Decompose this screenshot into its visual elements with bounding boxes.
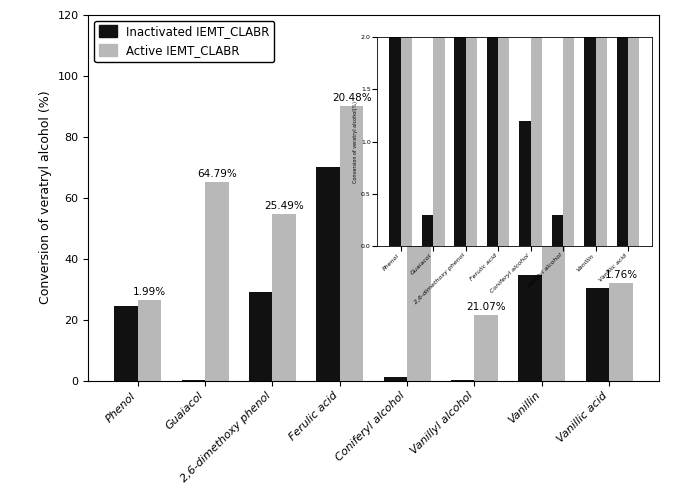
Legend: Inactivated IEMT_CLABR, Active IEMT_CLABR: Inactivated IEMT_CLABR, Active IEMT_CLAB… xyxy=(94,20,274,62)
Text: 27.04%: 27.04% xyxy=(534,179,573,188)
Bar xyxy=(407,80,430,381)
Bar xyxy=(454,37,466,246)
Text: 21.07%: 21.07% xyxy=(466,302,506,312)
Bar xyxy=(542,191,566,381)
Bar xyxy=(384,377,407,381)
Bar xyxy=(563,37,574,246)
Text: 64.79%: 64.79% xyxy=(197,169,237,180)
Bar xyxy=(530,37,542,246)
Bar xyxy=(272,214,296,381)
Bar xyxy=(498,37,509,246)
Text: 25.49%: 25.49% xyxy=(264,202,304,211)
Bar xyxy=(205,183,229,381)
Bar xyxy=(249,292,272,381)
Bar xyxy=(466,37,477,246)
Bar xyxy=(609,283,633,381)
Bar xyxy=(617,37,628,246)
Bar xyxy=(433,37,445,246)
Text: 20.48%: 20.48% xyxy=(332,93,371,103)
Bar xyxy=(114,306,138,381)
Bar xyxy=(340,106,363,381)
Y-axis label: Conversion of veratryl alcohol (%): Conversion of veratryl alcohol (%) xyxy=(39,91,52,305)
Bar xyxy=(487,37,498,246)
Bar xyxy=(584,37,595,246)
Y-axis label: Conversion of veratryl alcohol(%): Conversion of veratryl alcohol(%) xyxy=(353,101,358,183)
Bar xyxy=(518,275,542,381)
Text: 1.76%: 1.76% xyxy=(604,270,638,280)
Bar xyxy=(519,121,530,246)
Bar xyxy=(451,380,475,381)
Bar xyxy=(628,37,640,246)
Text: 1.99%: 1.99% xyxy=(133,287,166,297)
Bar xyxy=(551,215,563,246)
Bar xyxy=(595,37,607,246)
Bar xyxy=(181,380,205,381)
Bar xyxy=(138,300,162,381)
Bar xyxy=(475,315,498,381)
Bar xyxy=(585,287,609,381)
Bar xyxy=(401,37,412,246)
Text: 97.15%: 97.15% xyxy=(399,67,439,77)
Bar xyxy=(389,37,401,246)
Bar xyxy=(422,215,433,246)
Bar xyxy=(316,167,340,381)
